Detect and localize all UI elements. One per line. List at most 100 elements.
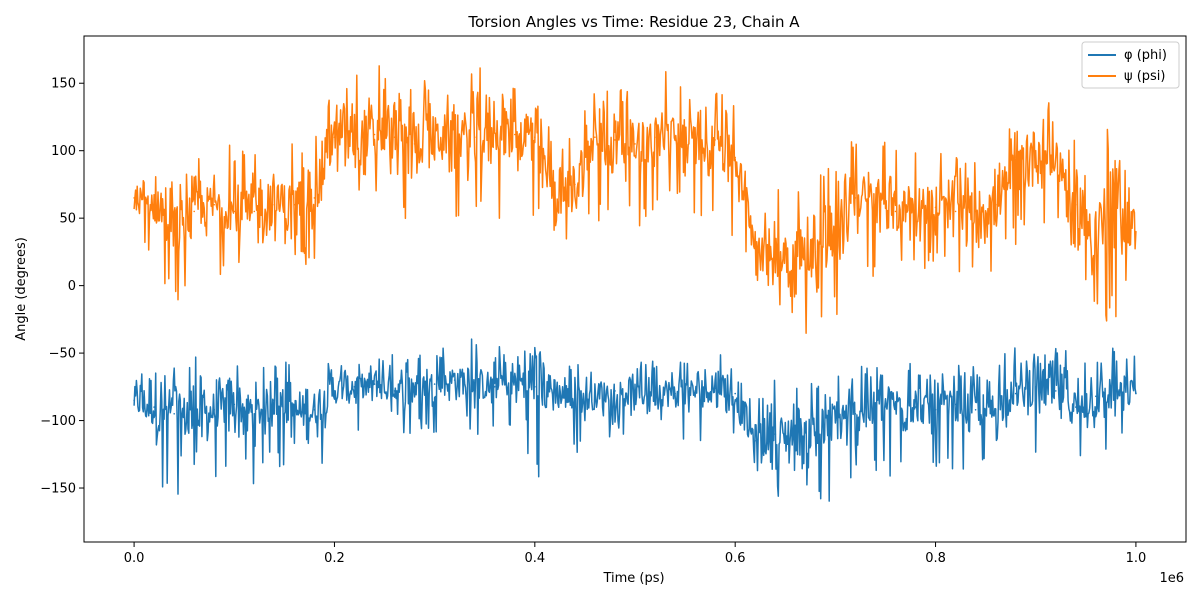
data-point (293, 413, 296, 415)
x-axis-label: Time (ps) (602, 571, 664, 586)
data-point (714, 387, 716, 390)
data-point (1055, 390, 1057, 392)
data-point (694, 143, 696, 145)
data-point (554, 197, 556, 199)
data-point (1135, 392, 1137, 395)
data-point (333, 136, 336, 138)
data-point (914, 406, 917, 408)
data-point (173, 224, 175, 226)
data-point (453, 379, 456, 381)
data-point (1075, 203, 1077, 206)
data-point (273, 203, 276, 206)
data-point (854, 197, 857, 199)
data-point (1095, 395, 1097, 398)
y-tick-label: −150 (40, 482, 76, 497)
data-point (554, 390, 556, 392)
data-point (574, 399, 576, 402)
data-point (834, 230, 837, 233)
data-point (1115, 197, 1117, 199)
data-point (413, 143, 416, 145)
data-point (934, 206, 937, 209)
series-phi (133, 338, 1137, 502)
data-point (433, 136, 436, 138)
data-point (914, 203, 917, 206)
data-point (193, 419, 195, 422)
data-point (634, 143, 636, 145)
data-point (1135, 230, 1137, 233)
data-point (173, 413, 175, 415)
data-point (1115, 390, 1117, 392)
data-point (1034, 149, 1037, 152)
y-tick-label: 0 (68, 279, 76, 294)
legend: φ (phi) ψ (psi) (1081, 41, 1180, 89)
x-axis-ticks: 0.0 0.2 0.4 0.6 0.8 1.0 (124, 542, 1147, 566)
data-point (954, 403, 957, 406)
data-point (774, 251, 777, 253)
data-point (1014, 392, 1017, 395)
y-tick-label: −50 (49, 347, 76, 362)
data-point (493, 129, 496, 132)
series-layer (133, 65, 1137, 502)
data-point (534, 136, 536, 138)
data-point (774, 433, 777, 435)
data-point (213, 203, 215, 206)
data-point (634, 392, 636, 395)
data-point (473, 136, 476, 138)
data-point (894, 210, 897, 213)
data-point (754, 440, 756, 442)
data-point (894, 403, 897, 406)
data-point (133, 399, 135, 402)
data-point (1034, 386, 1037, 388)
data-point (514, 379, 516, 381)
plot-area (83, 35, 1187, 543)
data-point (874, 406, 877, 408)
data-point (453, 133, 456, 136)
data-point (133, 197, 135, 199)
y-tick-label: −100 (40, 414, 76, 429)
data-point (734, 392, 736, 395)
data-point (514, 133, 516, 136)
y-tick-label: 100 (51, 144, 76, 159)
x-tick-label: 0.6 (725, 551, 746, 566)
data-point (293, 203, 296, 206)
data-point (954, 210, 957, 213)
x-axis-offset-label: 1e6 (1159, 571, 1184, 586)
data-point (994, 409, 997, 411)
data-point (253, 413, 256, 415)
data-point (974, 210, 977, 213)
data-point (153, 406, 155, 408)
data-point (694, 390, 696, 392)
data-point (874, 203, 877, 206)
data-point (614, 139, 616, 141)
data-point (213, 409, 215, 411)
data-point (313, 197, 316, 199)
data-point (814, 433, 817, 435)
chart-title: Torsion Angles vs Time: Residue 23, Chai… (467, 13, 800, 31)
data-point (674, 136, 676, 138)
x-tick-label: 0.4 (524, 551, 545, 566)
x-tick-label: 1.0 (1126, 551, 1147, 566)
data-point (373, 383, 376, 385)
x-tick-label: 0.2 (324, 551, 345, 566)
data-point (473, 382, 476, 384)
data-point (313, 409, 316, 411)
data-point (654, 136, 656, 138)
x-tick-label: 0.8 (925, 551, 946, 566)
data-point (1055, 156, 1057, 159)
x-tick-label: 0.0 (124, 551, 145, 566)
data-point (814, 251, 817, 253)
legend-label-phi: φ (phi) (1124, 48, 1167, 63)
data-point (373, 133, 376, 136)
data-point (233, 210, 236, 213)
data-point (393, 136, 396, 138)
data-point (734, 156, 736, 159)
data-point (393, 390, 396, 392)
data-point (654, 390, 656, 392)
data-point (574, 183, 576, 186)
series-line (133, 338, 1137, 502)
data-point (433, 383, 436, 385)
data-point (353, 139, 356, 141)
